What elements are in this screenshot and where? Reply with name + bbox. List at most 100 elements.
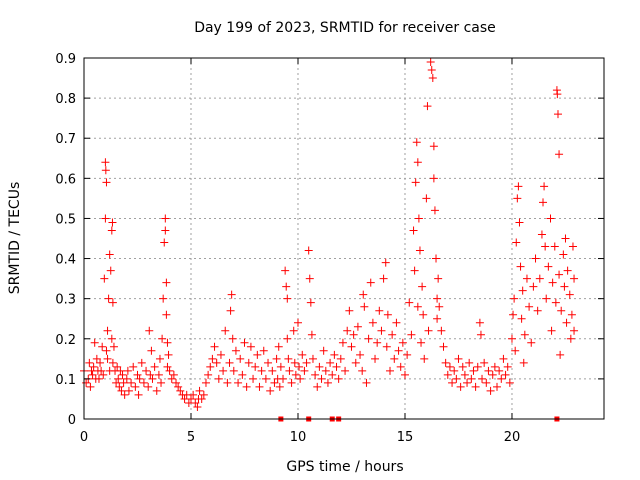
data-point: [427, 66, 436, 75]
data-point: [176, 386, 185, 395]
data-point: [443, 370, 452, 379]
data-point: [302, 358, 311, 367]
data-point: [226, 306, 235, 315]
data-point: [413, 158, 422, 167]
data-point: [129, 362, 138, 371]
data-point: [338, 338, 347, 347]
data-point: [148, 374, 157, 383]
data-point: [193, 402, 202, 411]
data-point: [556, 350, 565, 359]
data-point: [562, 318, 571, 327]
data-point: [264, 358, 273, 367]
y-axis-label: SRMTID / TECUs: [7, 182, 23, 295]
data-point: [358, 366, 367, 375]
data-point: [546, 214, 555, 223]
data-point: [475, 318, 484, 327]
y-tick-label: 0.6: [55, 172, 76, 187]
data-point: [429, 142, 438, 151]
data-point: [253, 350, 262, 359]
data-point: [514, 182, 523, 191]
data-point: [165, 366, 174, 375]
data-point: [290, 358, 299, 367]
data-point: [155, 354, 164, 363]
data-point: [439, 342, 448, 351]
data-point: [456, 382, 465, 391]
data-point: [519, 358, 528, 367]
data-point: [330, 350, 339, 359]
data-point: [343, 326, 352, 335]
data-point: [420, 354, 429, 363]
data-point: [285, 366, 294, 375]
data-point: [195, 386, 204, 395]
data-point: [109, 342, 118, 351]
data-point: [503, 362, 512, 371]
data-point: [570, 274, 579, 283]
data-point: [375, 306, 384, 315]
data-point: [287, 378, 296, 387]
data-point: [525, 302, 534, 311]
data-point: [507, 334, 516, 343]
data-point: [133, 370, 142, 379]
data-point: [225, 358, 234, 367]
data-point: [221, 326, 230, 335]
data-points: [80, 58, 579, 422]
data-point: [516, 262, 525, 271]
data-point: [85, 358, 94, 367]
data-point: [364, 334, 373, 343]
data-point: [400, 370, 409, 379]
data-point: [377, 326, 386, 335]
data-point: [531, 254, 540, 263]
data-point: [390, 354, 399, 363]
data-point: [108, 298, 117, 307]
data-point: [261, 374, 270, 383]
data-point: [293, 318, 302, 327]
data-point: [315, 362, 324, 371]
data-point: [257, 366, 266, 375]
data-point: [465, 358, 474, 367]
data-point: [469, 366, 478, 375]
data-point: [272, 354, 281, 363]
data-point: [541, 242, 550, 251]
data-point: [505, 378, 514, 387]
data-point: [547, 326, 556, 335]
data-point: [295, 362, 304, 371]
data-point: [191, 398, 200, 407]
data-point: [383, 310, 392, 319]
data-point: [565, 290, 574, 299]
data-point: [478, 374, 487, 383]
data-point: [223, 378, 232, 387]
data-point: [332, 362, 341, 371]
data-point: [450, 366, 459, 375]
data-point: [86, 382, 95, 391]
data-point: [351, 358, 360, 367]
data-point: [270, 378, 279, 387]
data-point: [124, 386, 133, 395]
x-tick-label: 10: [290, 430, 307, 445]
data-point: [533, 306, 542, 315]
data-point: [150, 362, 159, 371]
data-point: [210, 342, 219, 351]
data-point: [321, 366, 330, 375]
data-point: [463, 378, 472, 387]
data-point: [520, 330, 529, 339]
data-point: [154, 370, 163, 379]
data-point: [345, 306, 354, 315]
data-point: [135, 374, 144, 383]
data-point: [122, 374, 131, 383]
data-point: [418, 282, 427, 291]
data-point: [566, 334, 575, 343]
data-point: [163, 338, 172, 347]
tick-labels: 0 5 10 15 20 0 0.1 0.2 0.3 0.4 0.5 0.6 0.7 0.8 0.9: [55, 52, 520, 445]
data-point: [527, 338, 536, 347]
data-point: [433, 314, 442, 323]
data-point: [112, 378, 121, 387]
data-point: [142, 366, 151, 375]
data-point: [366, 278, 375, 287]
data-point: [283, 334, 292, 343]
data-point: [476, 330, 485, 339]
y-tick-label: 0.7: [55, 132, 76, 147]
data-point: [106, 266, 115, 275]
data-point: [101, 214, 110, 223]
data-point: [396, 362, 405, 371]
x-axis-label: GPS time / hours: [286, 459, 403, 475]
